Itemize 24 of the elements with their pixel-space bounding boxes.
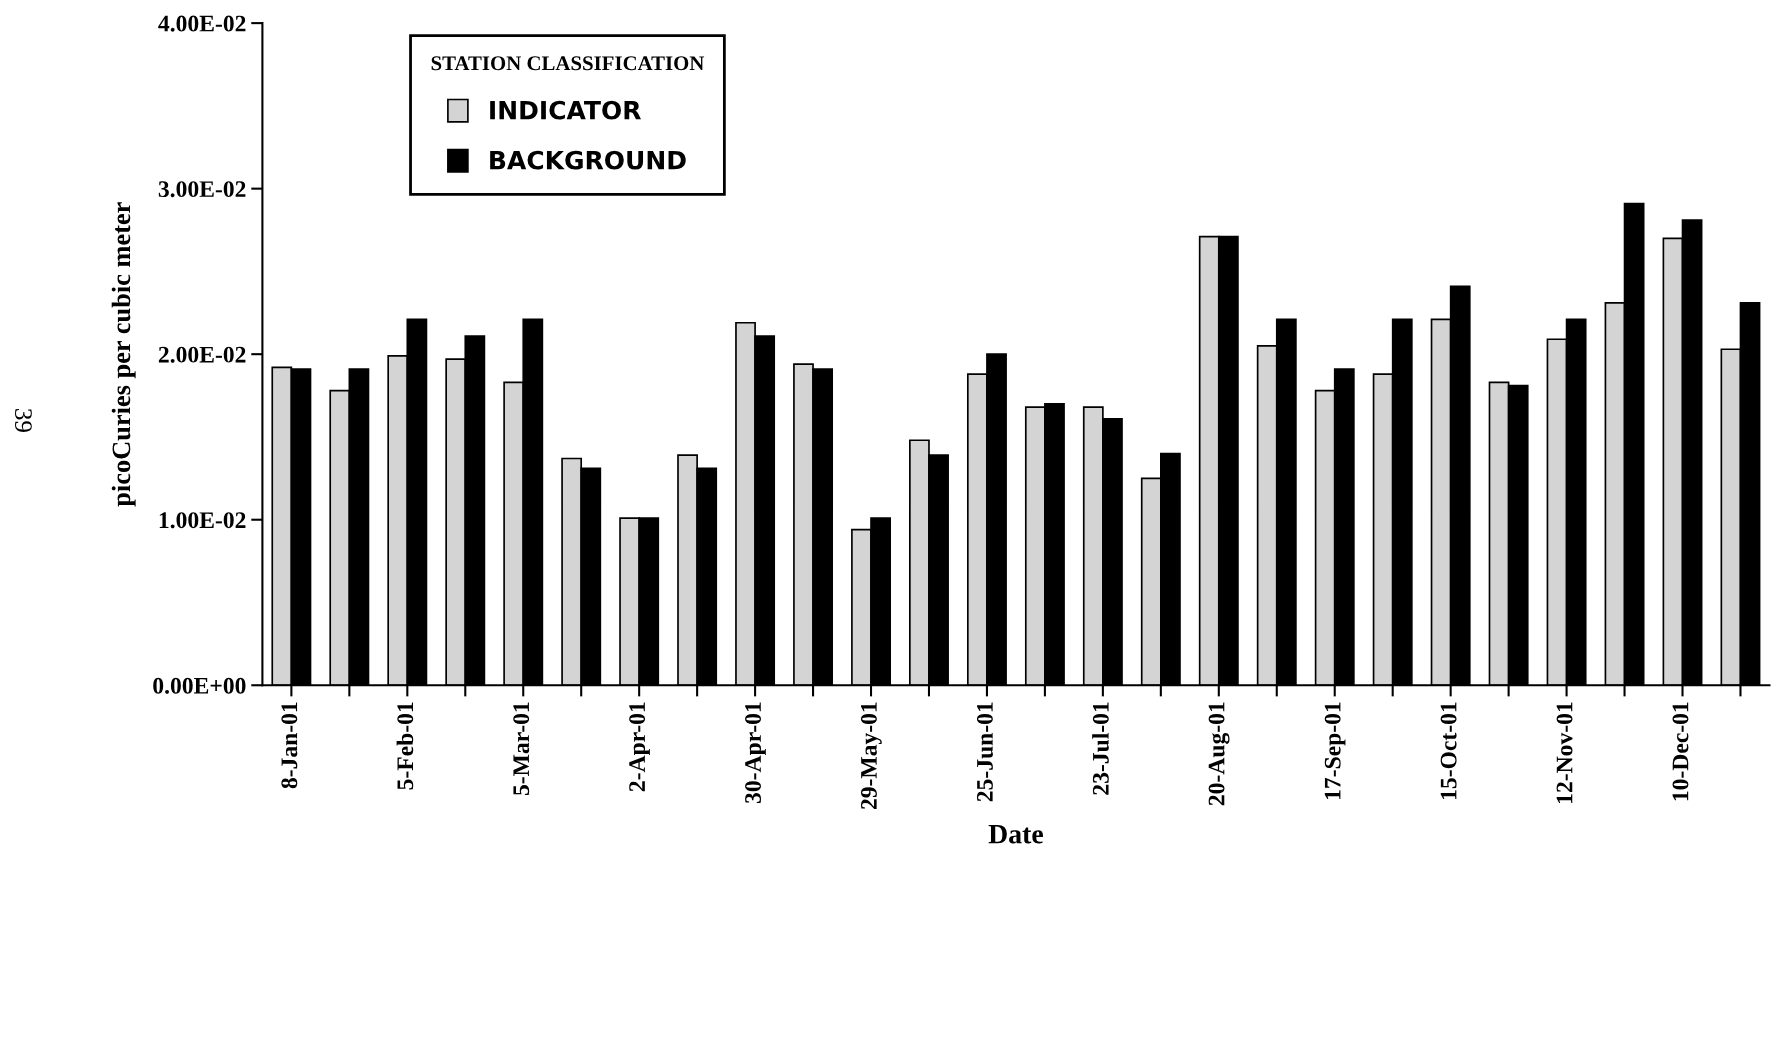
text: 39 (15, 409, 32, 432)
y-tick-label: 1.00E-02 (159, 512, 246, 529)
x-tick-label: 2-Apr-01 (629, 702, 650, 792)
y-tick-label: 0.00E+00 (153, 677, 246, 694)
x-tick-label: 15-Oct-01 (1440, 702, 1457, 799)
x-tick-label: 12-Nov-01 (1556, 702, 1573, 803)
x-tick-label: 23-Jul-01 (1092, 702, 1109, 795)
y-tick-label: 2.00E-02 (158, 346, 246, 363)
legend-label: BACKGROUND (490, 150, 686, 170)
legend-label: INDICATOR (490, 100, 641, 120)
y-tick-label: 4.00E-02 (158, 15, 246, 32)
y-axis-title: picoCuries per cubic meter (111, 202, 136, 507)
x-tick-label: 10-Dec-01 (1672, 702, 1689, 801)
x-tick-label: 17-Sep-01 (1324, 702, 1346, 800)
x-tick-label: 8-Jan-01 (281, 702, 298, 789)
y-tick-label: 3.00E-02 (158, 181, 246, 198)
x-tick-label: 29-May-01 (860, 702, 882, 810)
x-tick-label: 30-Apr-01 (745, 702, 766, 804)
x-axis-title: Date (988, 825, 1043, 844)
x-tick-label: 20-Aug-01 (1208, 702, 1230, 806)
x-tick-label: 5-Feb-01 (396, 702, 414, 790)
x-tick-label: 5-Mar-01 (513, 702, 530, 796)
x-tick-label: 25-Jun-01 (976, 702, 993, 802)
legend-title: STATION CLASSIFICATION (431, 56, 705, 71)
